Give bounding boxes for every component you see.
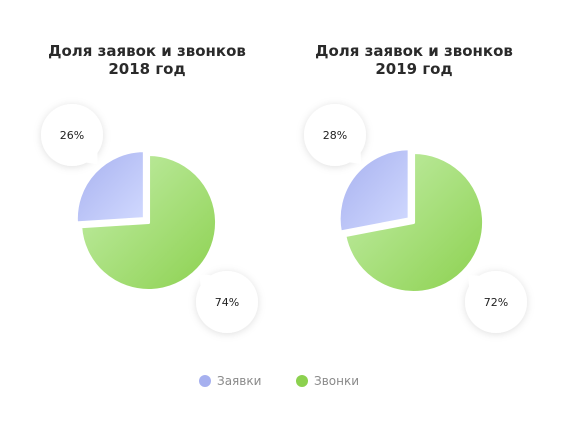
legend-item-zayavki: Заявки [199,374,261,388]
data-label-bubble-zayavki-2018: 26% [41,104,103,166]
data-label-circle-zayavki-2018 [41,104,103,166]
data-label-circle-zvonki-2019 [465,271,527,333]
pie-slice-zvonki-2019 [343,150,486,294]
data-label-text-zayavki-2019: 28% [323,129,347,142]
data-label-pointer-zayavki-2018 [82,148,98,165]
data-label-pointer-zvonki-2018 [199,274,215,290]
pie-slice-zayavki-2018 [74,149,146,225]
data-label-text-zayavki-2018: 26% [60,129,84,142]
pie-slice-zayavki-2019 [337,147,411,234]
chart-title-2018: Доля заявок и звонков 2018 год [27,42,267,78]
data-label-circle-zayavki-2019 [304,104,366,166]
legend-swatch-zvonki [296,375,308,387]
chart-legend: Заявки Звонки [0,374,572,392]
legend-label-zvonki: Звонки [314,374,359,388]
data-label-bubble-zayavki-2019: 28% [304,104,366,166]
data-label-text-zvonki-2019: 72% [484,296,508,309]
chart-title-2019-line2: 2019 год [375,60,453,78]
data-label-text-zvonki-2018: 74% [215,296,239,309]
chart-title-2018-line2: 2018 год [108,60,186,78]
data-label-pointer-zvonki-2019 [467,274,484,291]
data-label-circle-zvonki-2018 [196,271,258,333]
data-label-bubble-zvonki-2018: 74% [196,271,258,333]
data-label-pointer-zayavki-2019 [345,148,362,165]
pie-slice-zvonki-2018 [79,153,219,292]
data-label-bubble-zvonki-2019: 72% [465,271,527,333]
chart-title-2019: Доля заявок и звонков 2019 год [294,42,534,78]
chart-title-2019-line1: Доля заявок и звонков [315,42,513,60]
legend-label-zayavki: Заявки [217,374,262,388]
legend-swatch-zayavki [199,375,211,387]
legend-item-zvonki: Звонки [296,374,359,388]
chart-title-2018-line1: Доля заявок и звонков [48,42,246,60]
